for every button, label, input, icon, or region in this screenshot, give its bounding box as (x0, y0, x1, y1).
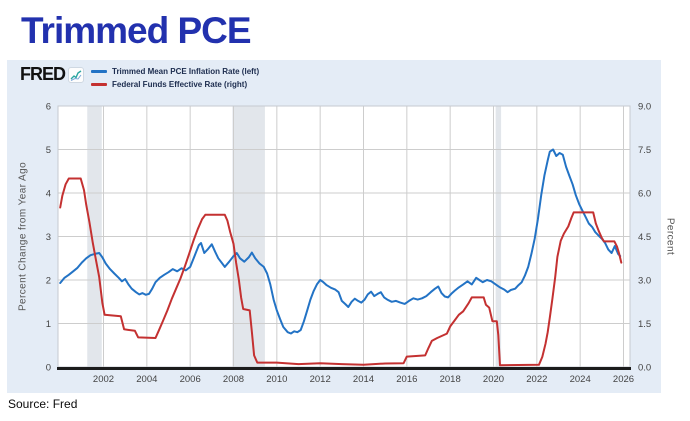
x-axis-tick-label: 2026 (613, 374, 634, 385)
x-axis-tick-label: 2002 (93, 374, 114, 385)
x-axis-tick-label: 2004 (136, 374, 157, 385)
x-axis-tick-label: 2008 (223, 374, 244, 385)
legend-swatch-red (91, 83, 107, 86)
x-axis-tick-label: 2020 (483, 374, 504, 385)
left-axis-tick-label: 0 (46, 363, 51, 374)
left-axis-tick-label: 6 (46, 102, 51, 113)
x-axis-tick-label: 2006 (180, 374, 201, 385)
left-axis-tick-label: 4 (46, 189, 51, 200)
series-line-red (59, 177, 623, 367)
chart-legend: Trimmed Mean PCE Inflation Rate (left) F… (91, 65, 259, 91)
fred-logo-text: FRED (20, 64, 66, 84)
legend-item-fed-funds: Federal Funds Effective Rate (right) (91, 78, 259, 91)
legend-item-trimmed-pce: Trimmed Mean PCE Inflation Rate (left) (91, 65, 259, 78)
left-axis-tick-label: 5 (46, 145, 51, 156)
right-axis-tick-label: 3.0 (638, 276, 651, 287)
fred-logo[interactable]: FRED (20, 64, 84, 85)
page-title: Trimmed PCE (21, 10, 252, 51)
x-axis-tick-label: 2010 (266, 374, 287, 385)
left-axis-tick-label: 2 (46, 276, 51, 287)
series-line-blue (59, 148, 622, 335)
line-chart-plot[interactable]: 0 1 2 3 4 5 6 0.0 1.5 3.0 4.5 6.0 7.5 9.0 2002 2004 2006… (7, 60, 661, 393)
fred-chart-embed: FRED Trimmed Mean PCE Inflation Rate (le… (7, 60, 676, 393)
legend-label-fed-funds: Federal Funds Effective Rate (right) (112, 80, 248, 89)
right-axis-tick-label: 4.5 (638, 232, 651, 243)
right-axis-title: Percent (664, 217, 676, 256)
x-axis-tick-label: 2014 (353, 374, 374, 385)
left-axis-tick-label: 1 (46, 319, 51, 330)
right-axis-tick-label: 6.0 (638, 189, 651, 200)
sparkline-icon (68, 66, 84, 83)
x-axis-tick-label: 2012 (310, 374, 331, 385)
right-axis-tick-label: 7.5 (638, 145, 651, 156)
x-axis-tick-label: 2024 (570, 374, 591, 385)
x-axis-tick-label: 2016 (396, 374, 417, 385)
left-axis-tick-label: 3 (46, 232, 51, 243)
x-axis-tick-label: 2018 (440, 374, 461, 385)
legend-label-trimmed-pce: Trimmed Mean PCE Inflation Rate (left) (112, 67, 260, 76)
x-axis-tick-label: 2022 (526, 374, 547, 385)
right-axis-tick-label: 0.0 (638, 363, 651, 374)
right-axis-tick-label: 1.5 (638, 319, 651, 330)
right-axis-tick-label: 9.0 (638, 102, 651, 113)
source-note: Source: Fred (8, 397, 78, 411)
legend-swatch-blue (91, 70, 107, 73)
